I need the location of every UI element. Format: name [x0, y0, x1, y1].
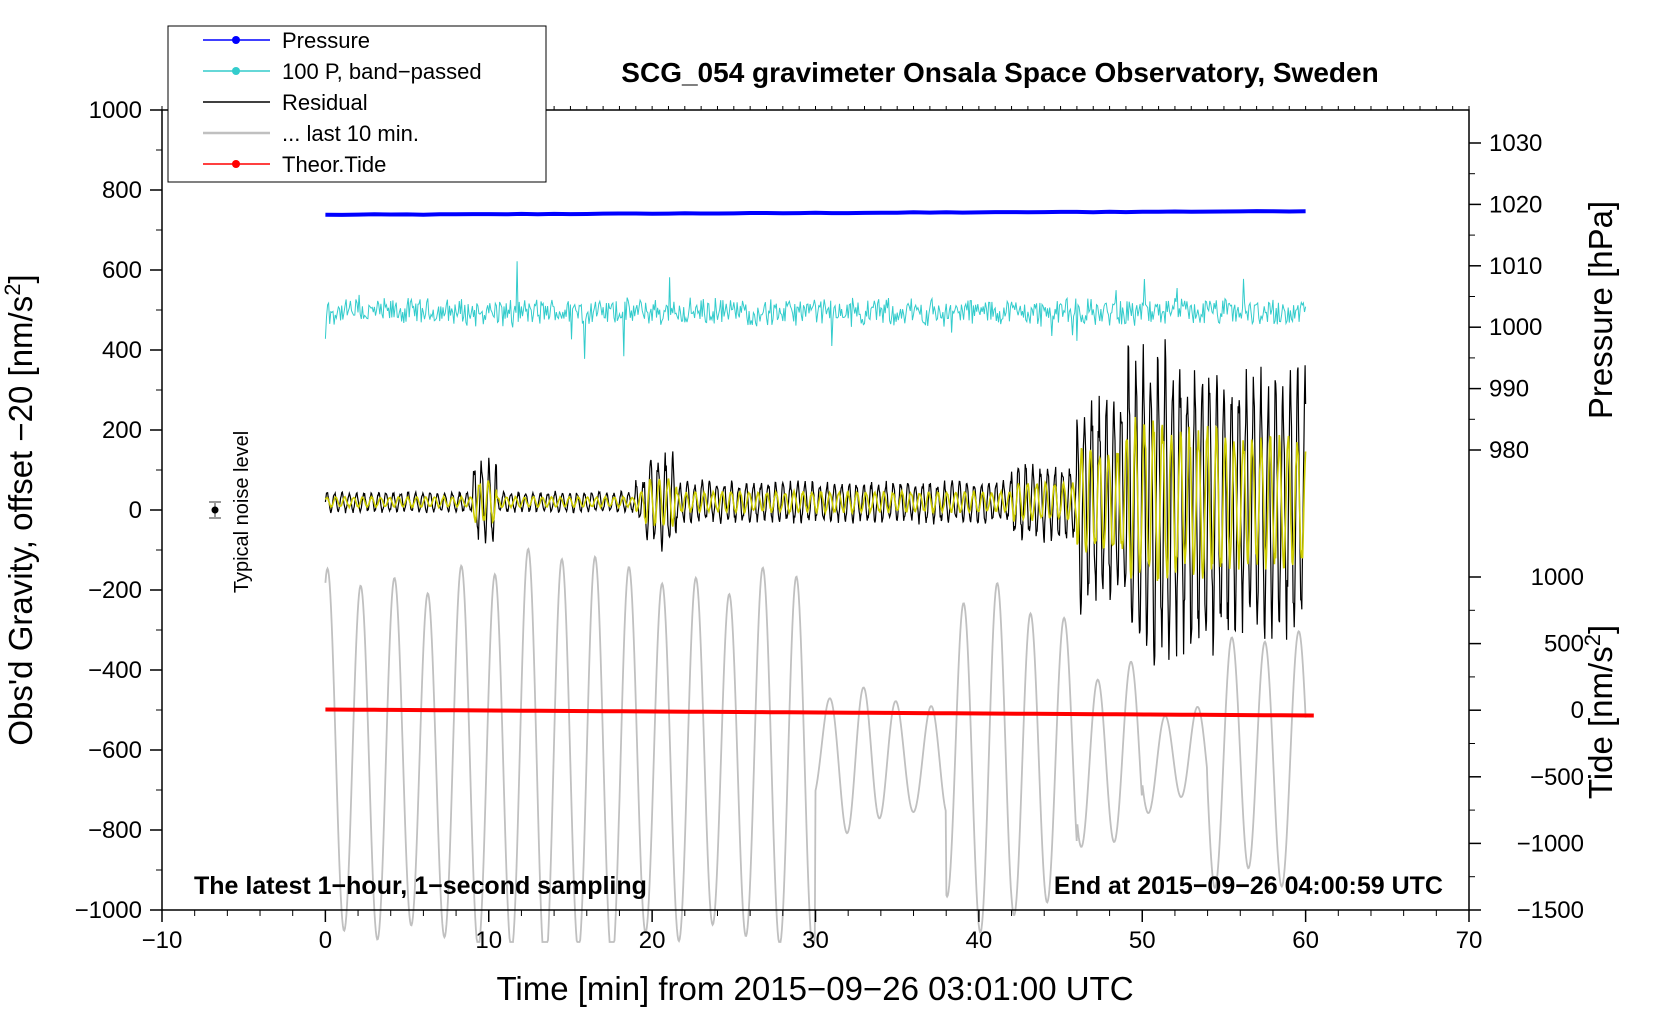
note-end-time: End at 2015−09−26 04:00:59 UTC	[1054, 872, 1443, 900]
legend-swatch-marker	[232, 160, 240, 168]
y-axis-title-pressure: Pressure [hPa]	[1582, 201, 1619, 419]
x-tick-label: 10	[475, 927, 502, 954]
y-tick-label: −1000	[75, 897, 142, 924]
legend-box	[167, 25, 547, 183]
x-tick-label: 50	[1129, 927, 1156, 954]
x-tick-label: 20	[639, 927, 666, 954]
noise-label: Typical noise level	[231, 431, 253, 593]
legend-swatch-marker	[232, 36, 240, 44]
y-axis-title-tide: Tide [nm/s2]	[1580, 625, 1619, 799]
y-axis-title-left-end: ]	[2, 274, 39, 283]
x-axis-title: Time [min] from 2015−09−26 03:01:00 UTC	[496, 970, 1133, 1007]
tide-tick-label: 1000	[1531, 564, 1584, 591]
y-tick-label: −800	[88, 817, 142, 844]
y-axis-title-left: Obs'd Gravity, offset −20 [nm/s2]	[0, 274, 39, 745]
legend-label: Theor.Tide	[282, 152, 386, 177]
y-axis-title-left-sup: 2	[0, 284, 25, 296]
y-tick-label: 0	[129, 497, 142, 524]
noise-indicator: Typical noise level	[209, 431, 253, 593]
legend-label: Residual	[282, 90, 368, 115]
series-pressure	[325, 209, 1306, 217]
x-tick-label: −10	[142, 927, 183, 954]
y-tick-label: 800	[102, 177, 142, 204]
legend-label: 100 P, band−passed	[282, 59, 482, 84]
x-tick-label: 70	[1456, 927, 1483, 954]
tide-tick-label: −1500	[1517, 897, 1584, 924]
y-tick-label: −600	[88, 737, 142, 764]
legend: Pressure 100 P, band−passed Residual ... la…	[167, 25, 547, 183]
legend-swatch-marker	[232, 67, 240, 75]
x-tick-label: 40	[966, 927, 993, 954]
chart-title: SCG_054 gravimeter Onsala Space Observat…	[621, 57, 1378, 88]
y-axis-title-tide-text: Tide [nm/s	[1582, 646, 1619, 799]
y-tick-label: 600	[102, 257, 142, 284]
series-theoretical-tide	[325, 707, 1314, 718]
series-residual	[324, 339, 1307, 666]
series-band-passed	[324, 261, 1307, 359]
x-tick-label: 30	[802, 927, 829, 954]
plot-series-group	[324, 209, 1314, 944]
y-tick-label: 400	[102, 337, 142, 364]
y-axis-title-left-text: Obs'd Gravity, offset −20 [nm/s	[2, 296, 39, 746]
tide-tick-label: 500	[1544, 631, 1584, 658]
tide-tick-label: −1000	[1517, 830, 1584, 857]
pressure-tick-label: 1010	[1489, 253, 1542, 280]
x-tick-label: 60	[1292, 927, 1319, 954]
note-latest-hour: The latest 1−hour, 1−second sampling	[194, 872, 647, 900]
y-tick-label: −400	[88, 657, 142, 684]
axis-ticks-group: −10 0 10 20 30 40 50 60 7010008006004002000−200−…	[75, 97, 1584, 954]
y-axis-title-tide-sup: 2	[1580, 634, 1605, 646]
x-tick-label: 0	[319, 927, 332, 954]
pressure-tick-label: 1020	[1489, 191, 1542, 218]
tide-tick-label: −500	[1530, 764, 1584, 791]
y-tick-label: −200	[88, 577, 142, 604]
series-residual-filtered	[324, 416, 1307, 581]
noise-dot	[211, 506, 219, 514]
pressure-tick-label: 1000	[1489, 314, 1542, 341]
legend-label: ... last 10 min.	[282, 121, 419, 146]
tide-tick-label: 0	[1571, 697, 1584, 724]
legend-label: Pressure	[282, 28, 370, 53]
y-tick-label: 200	[102, 417, 142, 444]
y-axis-title-tide-end: ]	[1582, 625, 1619, 634]
y-tick-label: 1000	[89, 97, 142, 124]
series-last-10-min	[324, 547, 1307, 944]
pressure-tick-label: 980	[1489, 437, 1529, 464]
pressure-tick-label: 1030	[1489, 130, 1542, 157]
pressure-tick-label: 990	[1489, 376, 1529, 403]
